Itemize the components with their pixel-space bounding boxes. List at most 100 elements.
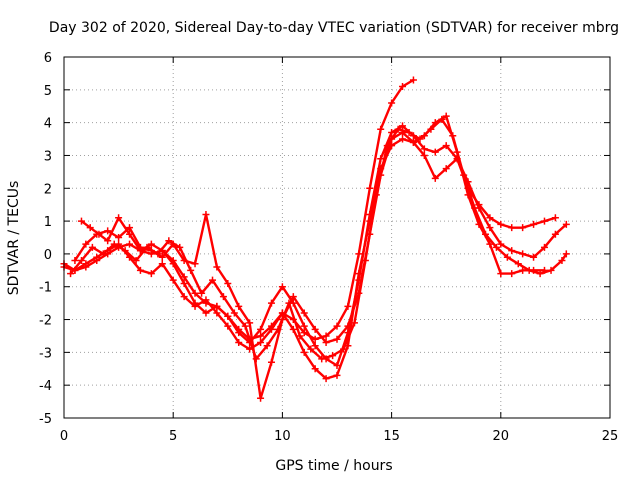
series-line — [62, 78, 415, 341]
data-point-marker — [497, 220, 505, 228]
data-point-marker — [519, 250, 527, 258]
data-point-marker — [235, 339, 243, 347]
data-point-marker — [508, 224, 516, 232]
data-point-marker — [235, 329, 243, 337]
data-point-marker — [180, 293, 188, 301]
data-point-marker — [202, 211, 210, 219]
data-point-marker — [213, 302, 221, 310]
data-point-marker — [126, 240, 134, 248]
data-point-marker — [409, 76, 417, 84]
data-point-marker — [405, 128, 413, 136]
data-point-marker — [136, 243, 144, 251]
data-point-marker — [296, 332, 304, 340]
data-point-marker — [355, 250, 363, 258]
y-tick-label: 0 — [44, 248, 52, 263]
data-point-marker — [551, 214, 559, 222]
data-point-marker — [311, 342, 319, 350]
data-point-marker — [180, 279, 188, 287]
data-point-marker — [497, 240, 505, 248]
data-point-marker — [514, 260, 522, 268]
data-point-marker — [202, 309, 210, 317]
data-point-marker — [88, 243, 96, 251]
data-point-marker — [420, 151, 428, 159]
data-point-marker — [213, 263, 221, 271]
data-point-marker — [420, 145, 428, 153]
data-point-marker — [147, 247, 155, 255]
data-point-marker — [492, 243, 500, 251]
data-point-marker — [300, 322, 308, 330]
data-point-marker — [442, 165, 450, 173]
data-point-marker — [165, 237, 173, 245]
data-point-marker — [540, 217, 548, 225]
data-point-marker — [176, 243, 184, 251]
data-point-marker — [147, 240, 155, 248]
data-point-marker — [409, 138, 417, 146]
data-point-marker — [540, 243, 548, 251]
data-point-marker — [329, 352, 337, 360]
series-line — [73, 114, 546, 400]
data-point-marker — [209, 276, 217, 284]
data-point-marker — [82, 260, 90, 268]
data-point-marker — [366, 230, 374, 238]
series-5 — [71, 112, 548, 402]
y-tick-label: -4 — [39, 379, 52, 394]
data-point-marker — [77, 256, 85, 264]
data-point-marker — [235, 302, 243, 310]
data-point-marker — [169, 240, 177, 248]
data-point-marker — [530, 253, 538, 261]
data-point-marker — [442, 142, 450, 150]
data-point-marker — [115, 214, 123, 222]
data-point-marker — [322, 375, 330, 383]
data-point-marker — [300, 348, 308, 356]
x-tick-label: 0 — [60, 429, 68, 444]
data-point-marker — [136, 266, 144, 274]
data-point-marker — [519, 266, 527, 274]
data-point-marker — [300, 309, 308, 317]
data-point-marker — [71, 256, 79, 264]
data-point-marker — [198, 289, 206, 297]
data-point-marker — [191, 260, 199, 268]
data-point-marker — [202, 296, 210, 304]
data-point-marker — [147, 270, 155, 278]
data-point-marker — [497, 270, 505, 278]
data-point-marker — [399, 122, 407, 130]
x-tick-label: 15 — [383, 429, 400, 444]
data-point-marker — [219, 293, 227, 301]
data-point-marker — [366, 184, 374, 192]
series-3 — [60, 135, 570, 383]
data-point-marker — [508, 247, 516, 255]
data-point-marker — [246, 319, 254, 327]
data-point-marker — [431, 174, 439, 182]
data-point-marker — [289, 293, 297, 301]
data-point-marker — [267, 325, 275, 333]
series-4 — [67, 115, 570, 363]
data-point-marker — [104, 237, 112, 245]
data-point-marker — [311, 365, 319, 373]
data-point-marker — [420, 132, 428, 140]
y-tick-label: -5 — [39, 412, 52, 427]
data-point-marker — [257, 394, 265, 402]
data-point-marker — [169, 276, 177, 284]
y-tick-label: 3 — [44, 149, 52, 164]
x-tick-label: 10 — [274, 429, 291, 444]
data-point-marker — [191, 289, 199, 297]
data-point-marker — [519, 224, 527, 232]
data-point-marker — [399, 128, 407, 136]
y-axis-label: SDTVAR / TECUs — [6, 181, 22, 296]
data-point-marker — [289, 325, 297, 333]
data-point-marker — [257, 325, 265, 333]
data-point-marker — [344, 302, 352, 310]
data-point-marker — [399, 135, 407, 143]
data-point-marker — [431, 148, 439, 156]
data-point-marker — [82, 240, 90, 248]
data-point-marker — [388, 128, 396, 136]
data-point-marker — [355, 270, 363, 278]
y-tick-label: 6 — [44, 51, 52, 66]
data-point-marker — [213, 309, 221, 317]
data-point-marker — [126, 224, 134, 232]
data-point-marker — [540, 266, 548, 274]
data-point-marker — [431, 119, 439, 127]
series-1 — [60, 76, 417, 343]
data-point-marker — [394, 125, 402, 133]
